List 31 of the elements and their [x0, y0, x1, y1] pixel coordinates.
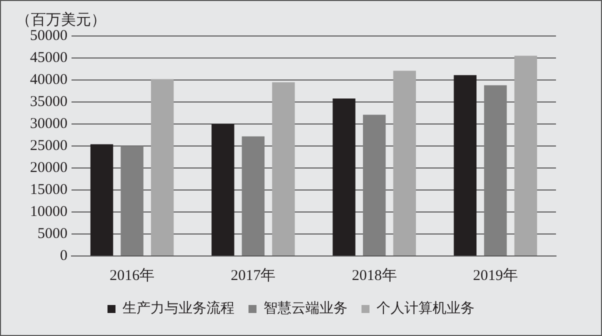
- bar: [150, 79, 174, 256]
- bar: [120, 146, 144, 256]
- bar: [90, 144, 114, 256]
- bar: [242, 136, 265, 256]
- legend-label: 智慧云端业务: [264, 300, 348, 317]
- y-tick-label: 40000: [30, 72, 68, 88]
- x-tick-label: 2017年: [230, 266, 276, 284]
- bar: [332, 98, 356, 256]
- y-axis-title: （百万美元）: [16, 11, 106, 28]
- y-tick-label: 50000: [30, 28, 68, 44]
- bar: [514, 56, 538, 256]
- x-tick-label: 2018年: [352, 266, 397, 284]
- bar: [362, 114, 386, 256]
- y-tick-label: 45000: [30, 50, 68, 66]
- y-tick-label: 25000: [30, 138, 68, 154]
- legend-label: 生产力与业务流程: [122, 300, 234, 317]
- bar: [212, 124, 234, 256]
- y-tick-label: 15000: [30, 182, 68, 198]
- y-tick-label: 0: [60, 248, 68, 264]
- y-tick-label: 35000: [30, 94, 68, 110]
- bar: [393, 70, 416, 256]
- y-tick-label: 10000: [30, 204, 68, 220]
- y-tick-label: 30000: [30, 116, 68, 132]
- y-tick-label: 20000: [30, 160, 68, 176]
- y-tick-label: 5000: [38, 226, 68, 242]
- x-tick-label: 2016年: [110, 266, 155, 284]
- bar: [454, 75, 477, 256]
- x-tick-label: 2019年: [472, 266, 518, 284]
- bar: [484, 85, 507, 256]
- legend-label: 个人计算机业务: [376, 300, 474, 317]
- bar: [272, 82, 295, 256]
